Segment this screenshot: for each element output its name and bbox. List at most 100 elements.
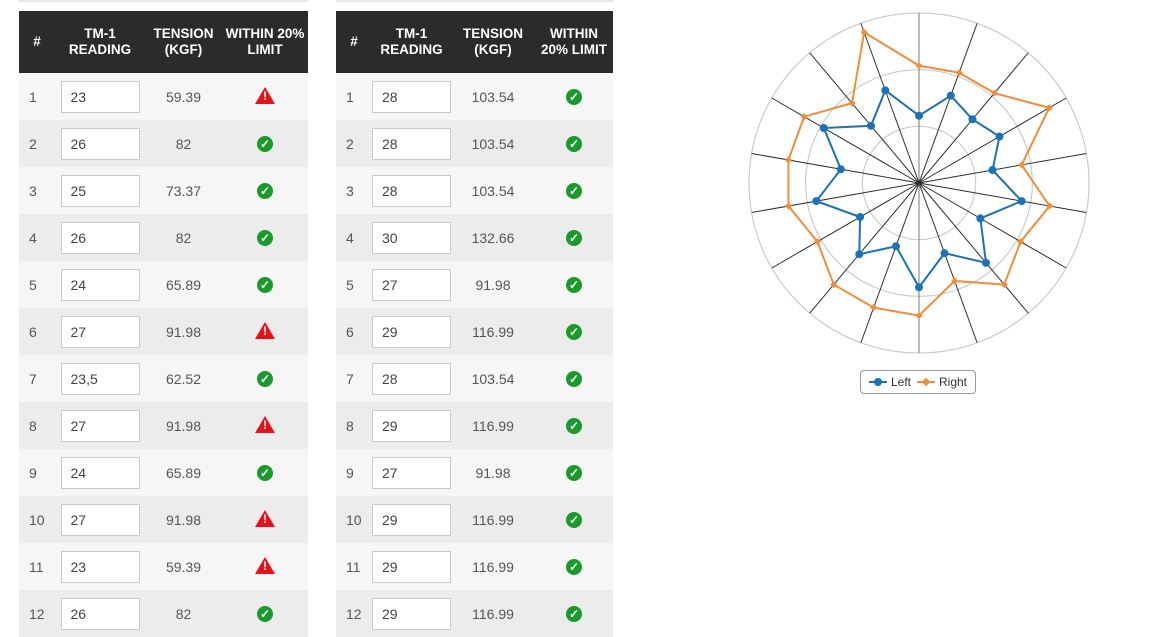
limit-status: ! xyxy=(222,402,308,449)
tm1-reading-value: 23,5 xyxy=(70,370,98,387)
column-header-reading[interactable]: TM-1 READING xyxy=(55,11,145,73)
tension-value: 91.98 xyxy=(145,402,222,449)
table-row: 4 30 132.66 ✓ xyxy=(336,214,613,261)
limit-status: ✓ xyxy=(535,73,613,120)
legend-item-right[interactable]: Right xyxy=(917,375,967,389)
tm1-reading-input[interactable]: 29 xyxy=(372,315,451,348)
spoke-line xyxy=(809,182,920,314)
spoke-line xyxy=(918,182,1087,214)
tm1-reading-value: 26 xyxy=(70,229,87,246)
column-header-limit[interactable]: WITHIN 20% LIMIT xyxy=(222,11,308,73)
tm1-reading-input[interactable]: 28 xyxy=(372,362,451,395)
tm1-reading-input[interactable]: 29 xyxy=(372,550,451,583)
table-row: 6 29 116.99 ✓ xyxy=(336,308,613,355)
tm1-reading-input[interactable]: 23 xyxy=(60,80,140,113)
data-point-right xyxy=(813,238,821,246)
table-row: 1 28 103.54 ✓ xyxy=(336,73,613,120)
warning-triangle-icon: ! xyxy=(255,415,275,433)
row-number: 1 xyxy=(336,73,372,120)
warning-triangle-icon: ! xyxy=(255,86,275,104)
radar-chart xyxy=(748,12,1090,354)
column-header-num[interactable]: # xyxy=(336,11,372,73)
legend-marker-left xyxy=(868,378,887,386)
data-point-right xyxy=(1000,281,1008,289)
reading-cell: 29 xyxy=(372,308,451,355)
limit-status: ✓ xyxy=(535,543,613,590)
tm1-reading-input[interactable]: 28 xyxy=(372,80,451,113)
row-number: 7 xyxy=(336,355,372,402)
spoke-line xyxy=(918,23,978,184)
tm1-reading-input[interactable]: 26 xyxy=(60,127,140,160)
tm1-reading-input[interactable]: 23,5 xyxy=(60,362,140,395)
row-number: 5 xyxy=(336,261,372,308)
tm1-reading-input[interactable]: 28 xyxy=(372,127,451,160)
data-point-right xyxy=(1045,104,1053,112)
right-tension-table: # TM-1 READING TENSION (KGF) WITHIN 20% LIM… xyxy=(336,0,613,637)
tension-value: 91.98 xyxy=(451,261,535,308)
tension-value: 103.54 xyxy=(451,167,535,214)
reading-cell: 29 xyxy=(372,402,451,449)
data-point-right xyxy=(915,312,923,320)
tm1-reading-input[interactable]: 27 xyxy=(372,268,451,301)
data-point-left xyxy=(891,242,900,251)
tension-value: 103.54 xyxy=(451,120,535,167)
tm1-reading-input[interactable]: 24 xyxy=(60,268,140,301)
tm1-reading-input[interactable]: 29 xyxy=(372,409,451,442)
reading-cell: 24 xyxy=(55,449,145,496)
column-header-num[interactable]: # xyxy=(19,11,55,73)
row-number: 2 xyxy=(19,120,55,167)
check-circle-icon: ✓ xyxy=(566,606,582,622)
tm1-reading-value: 29 xyxy=(382,417,398,434)
tm1-reading-input[interactable]: 25 xyxy=(60,174,140,207)
table-row: 12 26 82 ✓ xyxy=(19,590,308,637)
check-circle-icon: ✓ xyxy=(257,465,273,481)
tm1-reading-input[interactable]: 27 xyxy=(60,503,140,536)
column-header-limit[interactable]: WITHIN 20% LIMIT xyxy=(535,11,613,73)
reading-cell: 28 xyxy=(372,167,451,214)
tm1-reading-input[interactable]: 27 xyxy=(60,409,140,442)
column-header-tension[interactable]: TENSION (KGF) xyxy=(451,11,535,73)
column-header-tension[interactable]: TENSION (KGF) xyxy=(145,11,222,73)
reading-cell: 26 xyxy=(55,120,145,167)
check-circle-icon: ✓ xyxy=(257,277,273,293)
tm1-reading-input[interactable]: 23 xyxy=(60,550,140,583)
row-number: 4 xyxy=(336,214,372,261)
left-tension-table: # TM-1 READING TENSION (KGF) WITHIN 20% LIM… xyxy=(19,0,308,637)
row-number: 3 xyxy=(19,167,55,214)
tm1-reading-value: 27 xyxy=(382,276,398,293)
tm1-reading-input[interactable]: 28 xyxy=(372,174,451,207)
limit-status: ✓ xyxy=(535,120,613,167)
data-point-left xyxy=(988,166,997,175)
table-row: 10 29 116.99 ✓ xyxy=(336,496,613,543)
tm1-reading-value: 30 xyxy=(382,229,398,246)
check-circle-icon: ✓ xyxy=(257,183,273,199)
reading-cell: 23,5 xyxy=(55,355,145,402)
tm1-reading-input[interactable]: 30 xyxy=(372,221,451,254)
warning-triangle-icon: ! xyxy=(255,321,275,339)
data-point-left xyxy=(881,86,890,95)
limit-status: ✓ xyxy=(222,214,308,261)
tension-value: 59.39 xyxy=(145,543,222,590)
tm1-reading-input[interactable]: 29 xyxy=(372,503,451,536)
tm1-reading-input[interactable]: 26 xyxy=(60,221,140,254)
legend-item-left[interactable]: Left xyxy=(868,375,911,389)
spoke-line xyxy=(860,182,920,343)
column-header-reading[interactable]: TM-1 READING xyxy=(372,11,451,73)
limit-status: ✓ xyxy=(222,261,308,308)
tm1-reading-input[interactable]: 24 xyxy=(60,456,140,489)
check-circle-icon: ✓ xyxy=(566,324,582,340)
tension-value: 59.39 xyxy=(145,73,222,120)
check-circle-icon: ✓ xyxy=(566,465,582,481)
tm1-reading-input[interactable]: 26 xyxy=(60,597,140,630)
row-number: 11 xyxy=(336,543,372,590)
tension-value: 103.54 xyxy=(451,355,535,402)
tm1-reading-input[interactable]: 27 xyxy=(60,315,140,348)
check-circle-icon: ✓ xyxy=(566,136,582,152)
data-point-right xyxy=(800,113,808,121)
data-point-left xyxy=(995,132,1004,141)
spoke-line xyxy=(751,182,920,214)
tm1-reading-input[interactable]: 29 xyxy=(372,597,451,630)
tm1-reading-input[interactable]: 27 xyxy=(372,456,451,489)
limit-status: ✓ xyxy=(222,355,308,402)
data-point-left xyxy=(976,214,985,223)
